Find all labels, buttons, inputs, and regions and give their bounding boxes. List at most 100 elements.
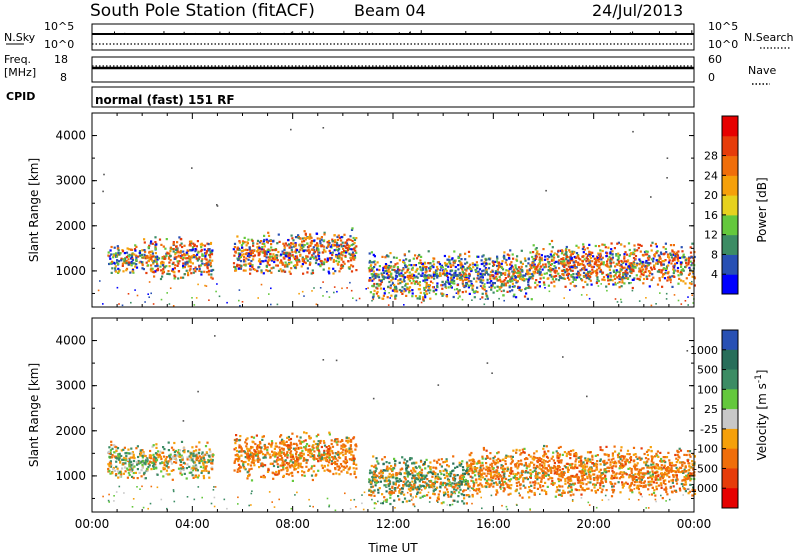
data-cell: [431, 286, 435, 289]
data-cell: [537, 262, 540, 265]
data-cell: [268, 269, 271, 272]
data-cell: [647, 263, 650, 267]
data-cell: [294, 448, 297, 452]
data-cell: [172, 305, 175, 307]
data-cell: [350, 289, 353, 292]
data-cell: [413, 264, 416, 267]
data-cell: [371, 485, 374, 488]
data-cell: [550, 281, 553, 284]
data-cell: [548, 256, 551, 259]
data-cell: [349, 256, 352, 259]
data-cell: [232, 248, 235, 251]
data-cell: [642, 273, 645, 277]
data-cell: [354, 443, 358, 446]
data-cell: [252, 242, 255, 245]
data-cell: [185, 251, 188, 254]
data-cell: [208, 248, 211, 251]
data-cell: [387, 475, 390, 478]
data-cell: [650, 304, 653, 307]
data-cell: [681, 256, 684, 259]
data-cell: [169, 460, 172, 463]
data-cell: [250, 238, 253, 241]
data-cell: [652, 266, 656, 269]
data-cell: [268, 255, 272, 258]
data-cell: [458, 295, 461, 298]
data-cell: [673, 251, 676, 254]
data-cell: [151, 259, 154, 262]
data-cell: [454, 265, 457, 269]
data-cell: [128, 458, 131, 461]
data-cell: [500, 283, 504, 286]
data-cell: [291, 254, 294, 257]
data-cell: [202, 477, 206, 480]
data-cell: [256, 447, 259, 450]
data-cell: [406, 282, 409, 285]
data-cell: [177, 277, 180, 280]
data-cell: [298, 237, 301, 240]
data-cell: [516, 280, 519, 283]
data-cell: [542, 281, 546, 284]
data-cell: [461, 460, 464, 463]
data-cell: [146, 256, 149, 259]
data-cell: [447, 281, 450, 284]
data-cell: [234, 442, 237, 445]
data-cell: [142, 452, 145, 455]
data-cell: [594, 258, 597, 262]
data-cell: [501, 266, 504, 269]
data-cell: [167, 257, 171, 260]
data-cell: [318, 257, 321, 260]
data-cell: [586, 258, 589, 261]
data-cell: [442, 270, 445, 273]
data-cell: [595, 261, 598, 264]
data-cell: [367, 287, 369, 289]
data-cell: [459, 278, 462, 281]
data-cell: [614, 265, 617, 268]
data-cell: [591, 268, 594, 271]
data-cell: [465, 494, 468, 497]
data-cell: [172, 242, 175, 245]
data-cell: [283, 265, 287, 268]
data-cell: [292, 465, 295, 468]
data-cell: [285, 472, 288, 475]
data-cell: [449, 475, 452, 478]
data-cell: [271, 257, 274, 260]
data-cell: [372, 476, 375, 479]
data-cell: [114, 253, 117, 256]
data-cell: [338, 236, 341, 240]
data-cell: [121, 264, 124, 267]
data-cell: [499, 278, 502, 281]
data-cell: [445, 469, 448, 472]
data-cell: [627, 259, 630, 262]
data-cell: [327, 461, 331, 464]
data-cell: [322, 268, 325, 271]
data-cell: [236, 470, 239, 473]
data-cell: [309, 233, 312, 236]
data-cell: [443, 261, 447, 265]
data-cell: [108, 255, 111, 258]
data-cell: [630, 265, 633, 268]
data-cell: [427, 465, 430, 468]
data-cell: [341, 241, 344, 244]
data-cell: [685, 264, 688, 267]
data-cell: [680, 265, 683, 268]
data-cell: [120, 473, 123, 476]
data-cell: [381, 502, 384, 505]
data-cell: [239, 450, 242, 453]
data-cell: [348, 244, 351, 247]
data-cell: [456, 500, 459, 503]
data-cell: [121, 467, 124, 470]
data-cell: [337, 260, 341, 263]
data-cell: [458, 461, 461, 464]
data-cell: [312, 246, 315, 249]
data-cell: [453, 272, 456, 275]
data-cell: [168, 455, 171, 458]
data-cell: [335, 248, 338, 251]
data-cell: [439, 269, 442, 272]
data-cell: [182, 256, 185, 259]
data-cell: [681, 268, 684, 271]
data-cell: [475, 280, 478, 283]
data-cell: [434, 488, 438, 491]
data-cell: [415, 257, 419, 260]
data-cell: [162, 446, 165, 449]
data-cell: [391, 281, 394, 284]
